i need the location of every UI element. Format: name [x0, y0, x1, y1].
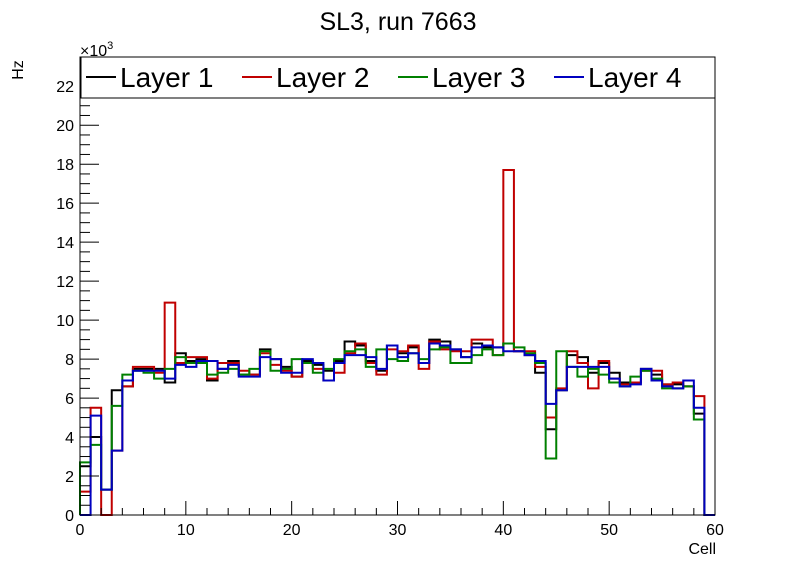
- x-tick-label: 60: [706, 522, 724, 539]
- y-tick-label: 6: [65, 391, 74, 408]
- series-line-layer-2: [79, 169, 715, 516]
- legend-label: Layer 4: [588, 62, 681, 93]
- x-tick-label: 10: [177, 522, 195, 539]
- legend-label: Layer 2: [276, 62, 369, 93]
- y-tick-label: 4: [65, 430, 74, 447]
- y-tick-label: 0: [65, 508, 74, 525]
- series-line-layer-3: [79, 342, 715, 516]
- chart-title: SL3, run 7663: [319, 8, 476, 36]
- y-multiplier-base: ×10: [80, 43, 107, 60]
- legend-item-layer-3: Layer 3: [398, 62, 525, 93]
- legend-label: Layer 1: [120, 62, 213, 93]
- x-axis: 0 10 20 30 40 50 60: [76, 501, 724, 539]
- y-tick-label: 8: [65, 352, 74, 369]
- x-tick-label: 50: [600, 522, 618, 539]
- series-layer: [79, 169, 715, 516]
- y-tick-label: 16: [56, 196, 74, 213]
- y-multiplier-exponent: 3: [107, 40, 113, 52]
- x-axis-label: Cell: [688, 541, 716, 558]
- y-tick-label: 14: [56, 235, 74, 252]
- y-tick-label: 12: [56, 274, 74, 291]
- y-tick-label: 22: [56, 79, 74, 96]
- legend-item-layer-2: Layer 2: [242, 62, 369, 93]
- x-tick-label: 20: [283, 522, 301, 539]
- legend: Layer 1 Layer 2 Layer 3 Layer 4: [80, 56, 716, 99]
- y-tick-label: 10: [56, 313, 74, 330]
- y-axis-label: Hz: [10, 60, 27, 80]
- y-tick-label: 18: [56, 157, 74, 174]
- series-line-layer-4: [80, 342, 715, 516]
- legend-item-layer-1: Layer 1: [86, 62, 213, 93]
- x-tick-label: 30: [389, 522, 407, 539]
- y-multiplier: ×103: [80, 40, 113, 60]
- y-tick-label: 20: [56, 118, 74, 135]
- y-tick-label: 2: [65, 469, 74, 486]
- plot-frame: [79, 56, 716, 516]
- legend-item-layer-4: Layer 4: [554, 62, 681, 93]
- legend-label: Layer 3: [432, 62, 525, 93]
- x-tick-label: 40: [494, 522, 512, 539]
- y-axis: 0 2 4 6 8 10 12 14 16 18 20 22: [56, 56, 99, 525]
- x-tick-label: 0: [76, 522, 85, 539]
